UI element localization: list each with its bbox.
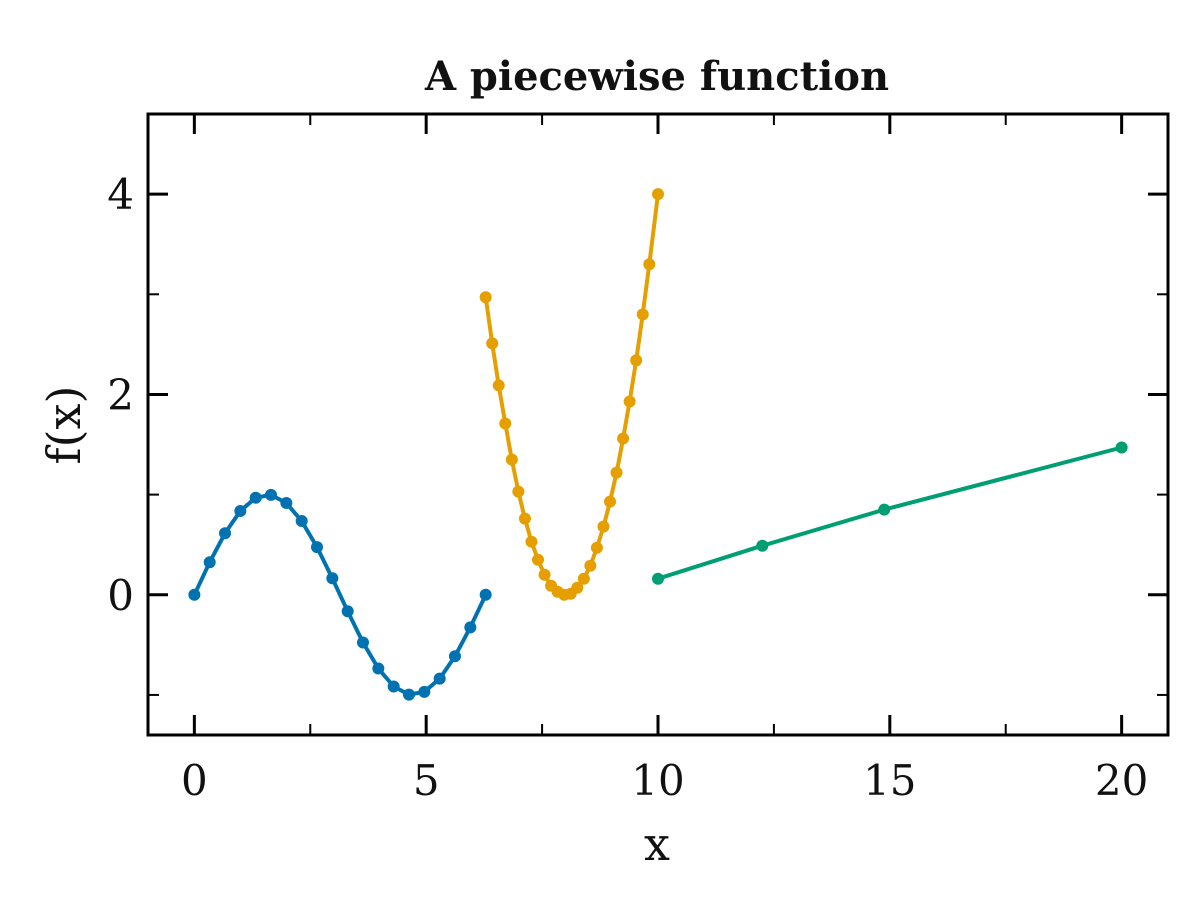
data-point — [402, 688, 415, 701]
data-point — [326, 572, 339, 585]
data-point — [652, 188, 664, 201]
data-point — [617, 432, 630, 445]
data-point — [878, 503, 891, 516]
series-line-3 — [657, 445, 1123, 581]
data-point — [249, 491, 262, 504]
data-point — [571, 581, 584, 594]
data-point — [1115, 441, 1128, 454]
tick-labels: 0 5 10 15 20 0 2 4 — [107, 170, 1148, 805]
data-point — [525, 535, 538, 548]
data-point — [577, 572, 590, 585]
data-point — [486, 337, 499, 350]
data-point — [280, 497, 293, 510]
data-point — [636, 308, 649, 321]
data-point — [433, 672, 446, 685]
series-line-2 — [483, 193, 660, 597]
data-point — [341, 605, 354, 618]
axis-ticks — [148, 114, 1168, 735]
data-point — [310, 541, 323, 554]
y-axis-label: f(x) — [37, 386, 91, 465]
data-point — [597, 520, 610, 533]
data-point — [652, 572, 664, 585]
data-point — [532, 553, 545, 566]
data-point — [492, 379, 505, 392]
data-point — [518, 512, 531, 525]
plot-series — [188, 188, 1128, 701]
chart-title: A piecewise function — [424, 53, 889, 100]
x-tick-label: 20 — [1095, 756, 1148, 805]
data-point — [610, 466, 623, 479]
data-point — [538, 568, 551, 581]
data-point — [499, 417, 512, 430]
data-point — [756, 539, 769, 552]
y-tick-label: 0 — [107, 571, 134, 620]
x-tick-label: 5 — [413, 756, 440, 805]
data-point — [479, 291, 492, 304]
data-point — [479, 588, 492, 601]
data-point — [372, 662, 385, 675]
data-point — [590, 541, 603, 554]
series-line-1 — [192, 492, 488, 697]
data-point — [234, 504, 247, 517]
data-point — [418, 685, 431, 698]
x-tick-label: 0 — [181, 756, 208, 805]
x-tick-label: 10 — [631, 756, 684, 805]
data-point — [295, 515, 308, 528]
data-point — [623, 395, 636, 408]
data-point — [448, 650, 461, 663]
data-point — [265, 488, 278, 501]
x-tick-label: 15 — [863, 756, 916, 805]
data-point — [630, 354, 643, 367]
data-point — [203, 556, 216, 569]
data-point — [188, 588, 201, 601]
plot-frame — [146, 112, 1170, 737]
data-point — [643, 258, 656, 271]
data-point — [219, 527, 232, 540]
data-point — [512, 485, 525, 498]
data-point — [604, 495, 617, 508]
data-point — [387, 680, 400, 693]
y-tick-label: 4 — [107, 170, 134, 219]
data-point — [505, 453, 518, 466]
data-point — [584, 559, 597, 572]
data-point — [356, 636, 369, 649]
y-tick-label: 2 — [107, 370, 134, 419]
data-point — [464, 621, 477, 634]
x-axis-label: x — [644, 817, 670, 871]
